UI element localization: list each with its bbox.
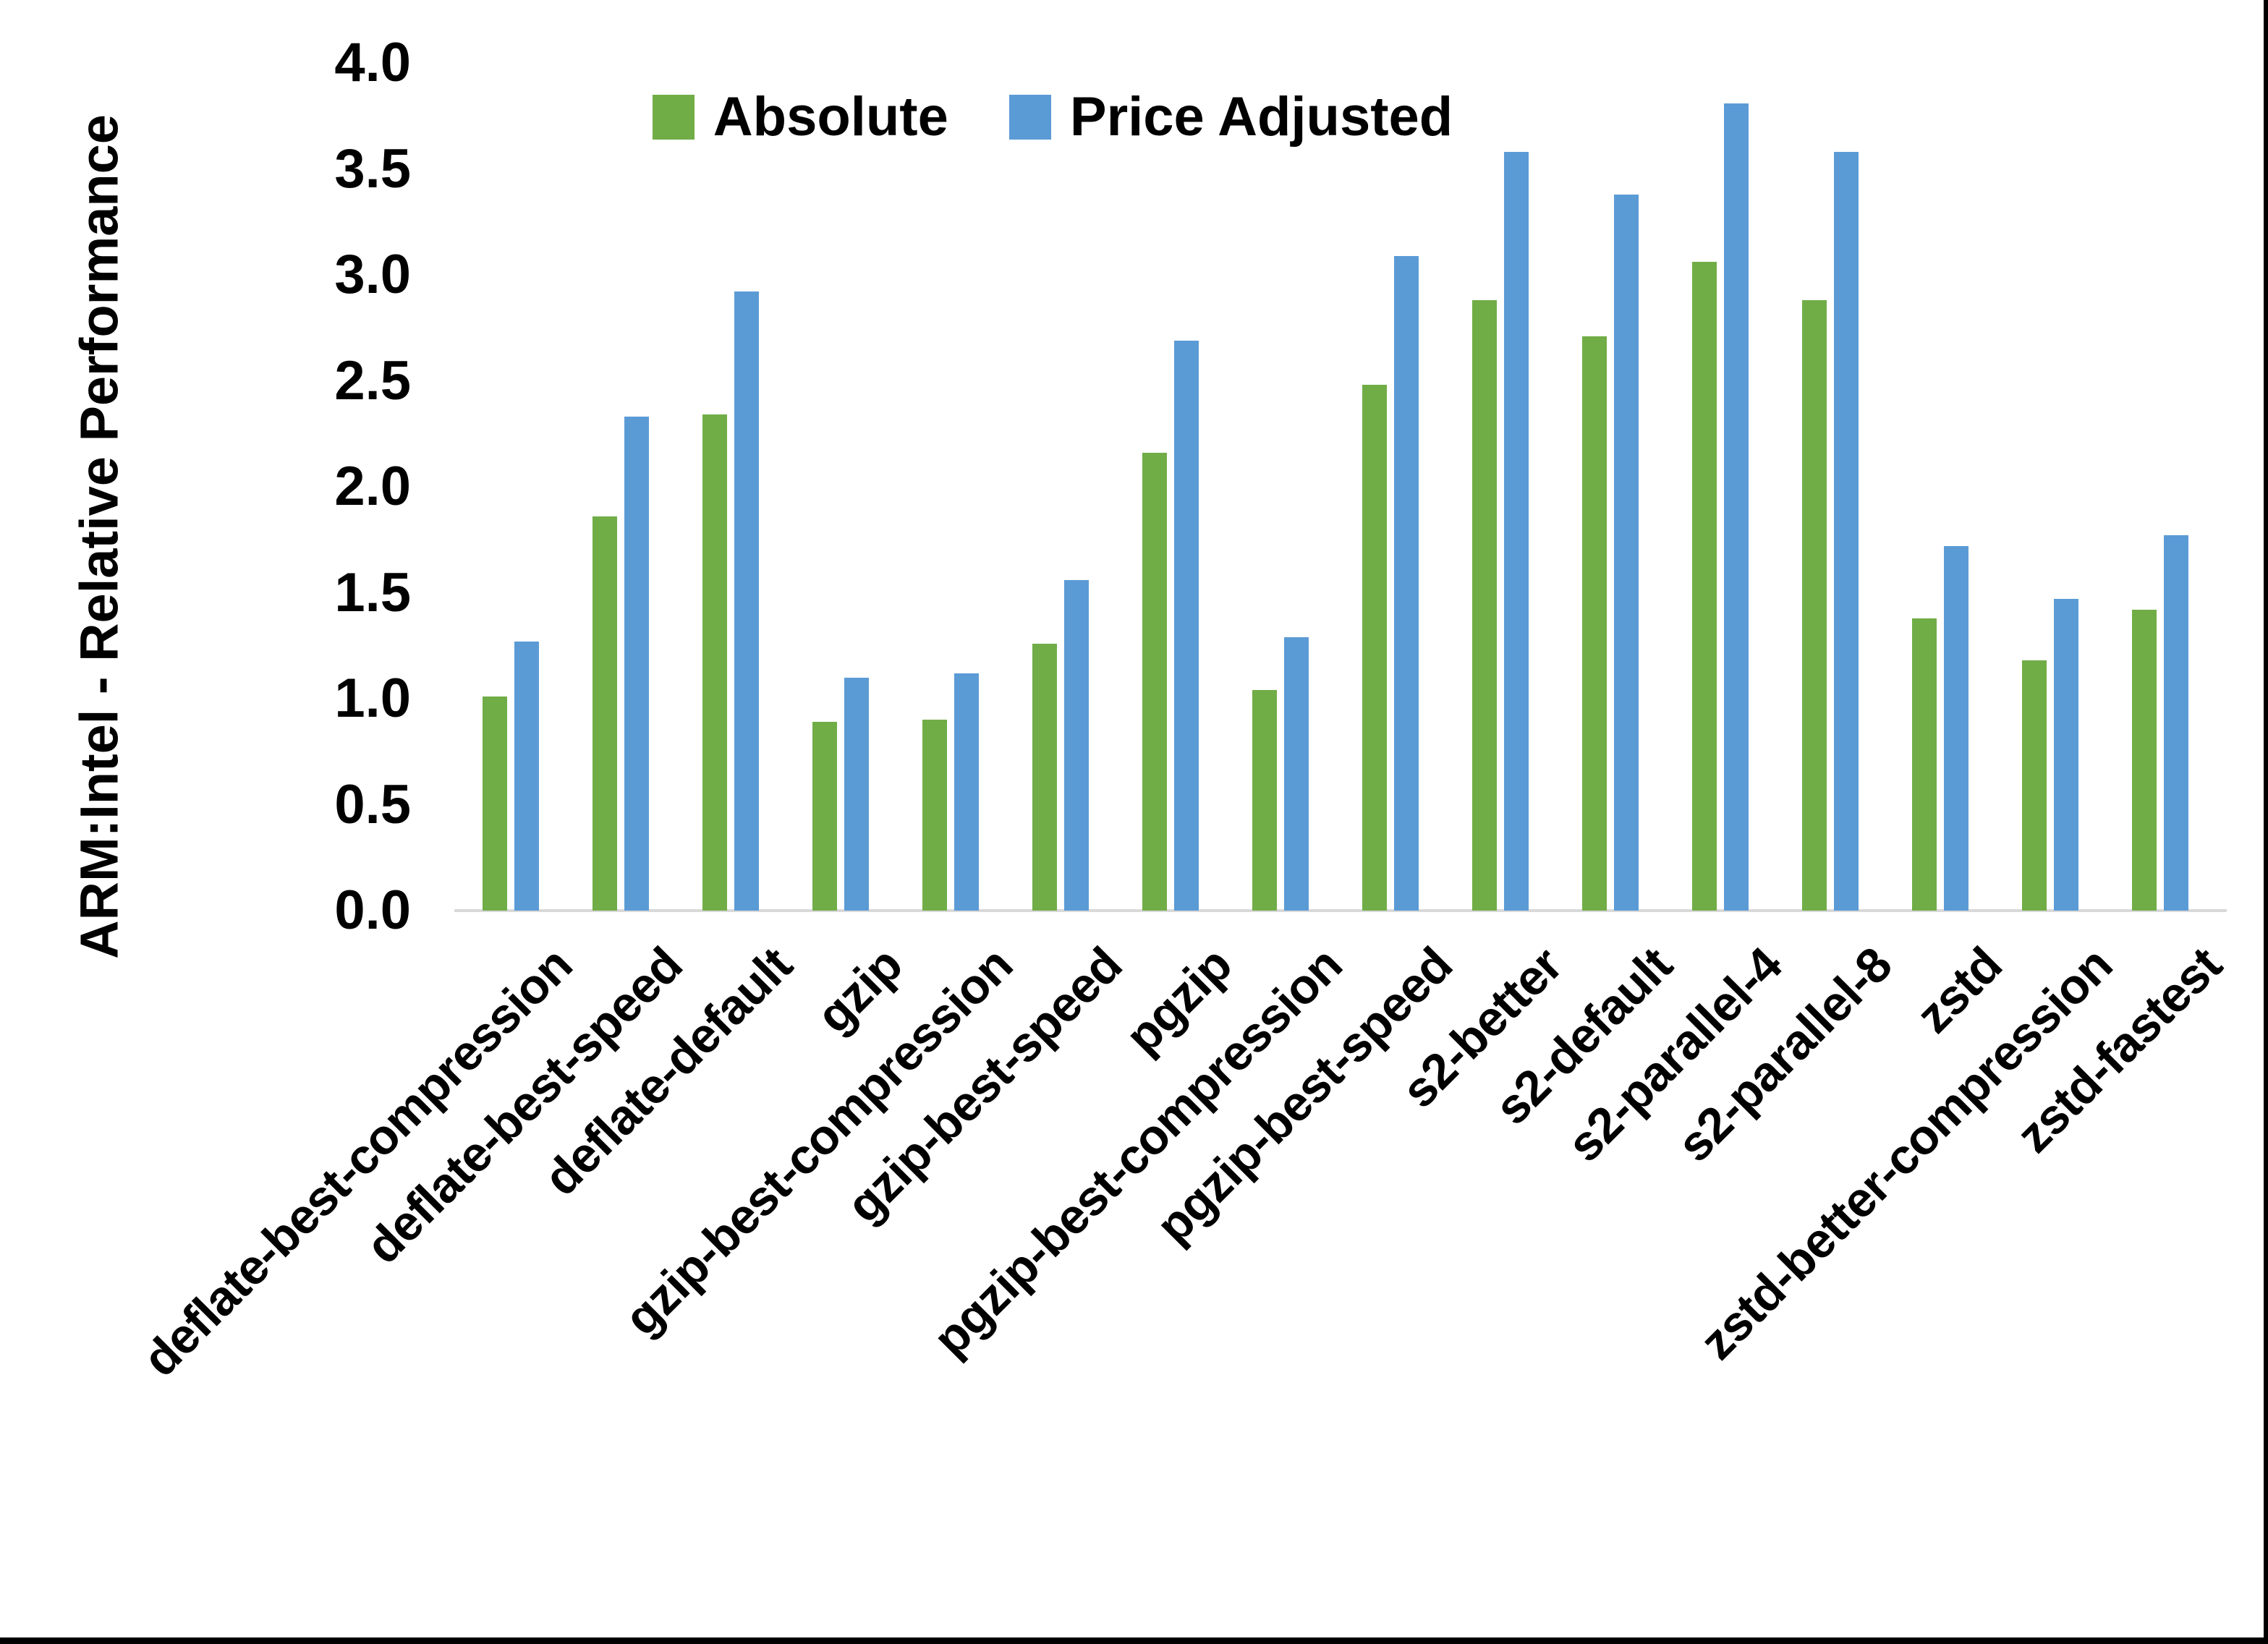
bar-absolute-s2-default	[1582, 336, 1607, 911]
bar-price-adjusted-deflate-best-speed	[624, 417, 649, 911]
x-axis-label-deflate-best-compression: deflate-best-compression	[132, 937, 583, 1387]
bar-price-adjusted-gzip-best-speed	[1064, 580, 1089, 911]
bar-absolute-zstd-fastest	[2132, 610, 2157, 911]
bar-price-adjusted-deflate-best-compression	[514, 642, 539, 911]
bar-price-adjusted-s2-parallel-4	[1724, 103, 1749, 911]
legend-swatch-price-adjusted-icon	[1008, 94, 1051, 140]
figure-frame-bottom	[0, 1637, 2268, 1644]
legend-swatch-absolute-icon	[652, 94, 695, 140]
bar-absolute-gzip-best-speed	[1032, 644, 1057, 911]
bar-price-adjusted-s2-parallel-8	[1834, 152, 1859, 911]
bar-absolute-s2-parallel-8	[1802, 300, 1827, 911]
y-axis-tick-label-0.5: 0.5	[334, 773, 411, 835]
bar-absolute-s2-parallel-4	[1692, 262, 1717, 911]
legend-item-price-adjusted: Price Adjusted	[1008, 85, 1453, 148]
bar-absolute-deflate-best-speed	[593, 516, 617, 911]
y-axis-tick-label-1.0: 1.0	[334, 668, 411, 729]
y-axis-tick-label-2.5: 2.5	[334, 349, 411, 412]
bar-absolute-pgzip-best-compression	[1252, 690, 1277, 911]
figure-frame-right	[2264, 0, 2268, 1644]
bar-absolute-deflate-best-compression	[483, 697, 507, 911]
bar-absolute-gzip	[812, 722, 837, 911]
y-axis-tick-label-2.0: 2.0	[334, 456, 411, 517]
bar-absolute-gzip-best-compression	[922, 720, 947, 911]
bar-price-adjusted-pgzip-best-speed	[1394, 256, 1419, 911]
y-axis-tick-label-0.0: 0.0	[334, 880, 411, 941]
bar-price-adjusted-gzip-best-compression	[954, 673, 979, 911]
y-axis-tick-label-3.0: 3.0	[334, 244, 411, 305]
bar-price-adjusted-pgzip	[1174, 341, 1199, 911]
y-axis-tick-label-4.0: 4.0	[334, 32, 411, 93]
bar-absolute-deflate-default	[702, 414, 727, 911]
bar-price-adjusted-s2-better	[1504, 152, 1529, 911]
y-axis-tick-label-3.5: 3.5	[334, 137, 411, 200]
bar-price-adjusted-deflate-default	[734, 291, 759, 911]
legend-label-absolute: Absolute	[713, 86, 948, 148]
bar-absolute-zstd-better-compression	[2022, 660, 2047, 911]
bar-price-adjusted-zstd	[1944, 546, 1968, 911]
bar-absolute-pgzip-best-speed	[1362, 385, 1387, 911]
legend-item-absolute: Absolute	[652, 85, 948, 148]
x-axis-line	[454, 909, 2227, 912]
bar-price-adjusted-pgzip-best-compression	[1284, 637, 1309, 911]
legend-label-price-adjusted: Price Adjusted	[1069, 86, 1453, 148]
bar-absolute-zstd	[1912, 618, 1937, 911]
bar-price-adjusted-gzip	[844, 678, 869, 911]
chart-legend: Absolute Price Adjusted	[0, 85, 2105, 148]
bar-price-adjusted-s2-default	[1614, 195, 1639, 911]
bar-price-adjusted-zstd-fastest	[2164, 535, 2188, 911]
y-axis-tick-label-1.5: 1.5	[334, 561, 411, 623]
bar-price-adjusted-zstd-better-compression	[2054, 599, 2078, 911]
bar-absolute-s2-better	[1472, 300, 1497, 911]
bar-absolute-pgzip	[1142, 453, 1167, 911]
